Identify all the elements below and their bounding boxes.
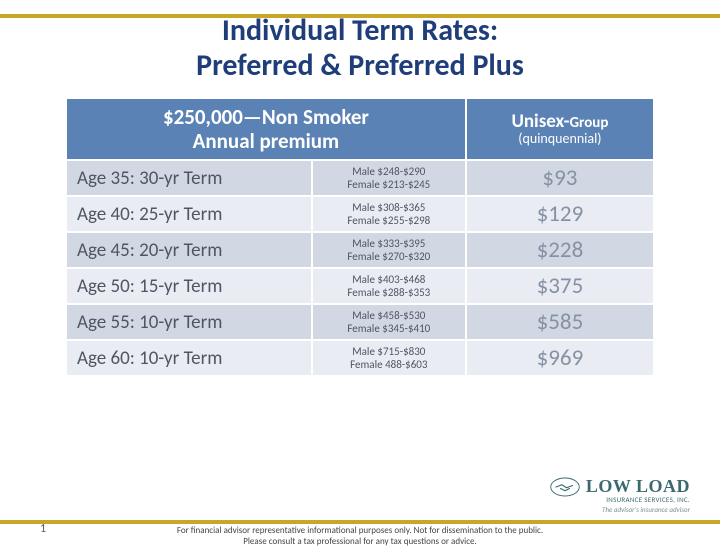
age-term-cell: Age 50: 15-yr Term <box>66 268 312 304</box>
male-rate: Male $715-$830 <box>323 345 455 359</box>
age-term-cell: Age 40: 25-yr Term <box>66 196 312 232</box>
male-rate: Male $248-$290 <box>323 165 455 179</box>
female-rate: Female $270-$320 <box>323 250 455 264</box>
handshake-icon <box>550 477 580 497</box>
table-row: Age 55: 10-yr TermMale $458-$530Female $… <box>66 304 654 340</box>
male-female-cell: Male $333-$395Female $270-$320 <box>312 232 466 268</box>
header-left-line2: Annual premium <box>71 129 461 153</box>
logo-text-tag: The advisor's insurance advisor <box>550 505 690 514</box>
title-line-1: Individual Term Rates: <box>0 14 720 49</box>
age-term-cell: Age 45: 20-yr Term <box>66 232 312 268</box>
male-rate: Male $458-$530 <box>323 309 455 323</box>
age-term-cell: Age 60: 10-yr Term <box>66 340 312 376</box>
title-line-2: Preferred & Preferred Plus <box>0 49 720 84</box>
group-rate-cell: $228 <box>466 232 654 268</box>
male-rate: Male $333-$395 <box>323 237 455 251</box>
header-left-line1: $250,000—Non Smoker <box>71 105 461 129</box>
disclaimer-line2: Please consult a tax professional for an… <box>0 537 720 548</box>
company-logo: LOW LOAD INSURANCE SERVICES, INC. The ad… <box>550 476 690 514</box>
female-rate: Female $345-$410 <box>323 322 455 336</box>
group-rate-cell: $585 <box>466 304 654 340</box>
male-rate: Male $403-$468 <box>323 273 455 287</box>
table-row: Age 60: 10-yr TermMale $715-$830Female 4… <box>66 340 654 376</box>
age-term-cell: Age 55: 10-yr Term <box>66 304 312 340</box>
male-female-cell: Male $403-$468Female $288-$353 <box>312 268 466 304</box>
header-right-sub2: (quinquennial) <box>471 132 649 147</box>
female-rate: Female $255-$298 <box>323 214 455 228</box>
table-row: Age 35: 30-yr TermMale $248-$290Female $… <box>66 160 654 196</box>
group-rate-cell: $93 <box>466 160 654 196</box>
group-rate-cell: $969 <box>466 340 654 376</box>
male-female-cell: Male $248-$290Female $213-$245 <box>312 160 466 196</box>
male-female-cell: Male $715-$830Female 488-$603 <box>312 340 466 376</box>
header-left: $250,000—Non Smoker Annual premium <box>66 98 466 160</box>
gold-top-bar <box>0 14 720 18</box>
slide-title: Individual Term Rates: Preferred & Prefe… <box>0 14 720 83</box>
male-female-cell: Male $308-$365Female $255-$298 <box>312 196 466 232</box>
group-rate-cell: $129 <box>466 196 654 232</box>
age-term-cell: Age 35: 30-yr Term <box>66 160 312 196</box>
female-rate: Female 488-$603 <box>323 358 455 372</box>
table-row: Age 45: 20-yr TermMale $333-$395Female $… <box>66 232 654 268</box>
female-rate: Female $213-$245 <box>323 178 455 192</box>
female-rate: Female $288-$353 <box>323 286 455 300</box>
table-row: Age 40: 25-yr TermMale $308-$365Female $… <box>66 196 654 232</box>
male-rate: Male $308-$365 <box>323 201 455 215</box>
logo-text-main: LOW LOAD <box>586 476 690 497</box>
rates-table: $250,000—Non Smoker Annual premium Unise… <box>65 97 655 377</box>
table-row: Age 50: 15-yr TermMale $403-$468Female $… <box>66 268 654 304</box>
disclaimer: For financial advisor representative inf… <box>0 526 720 548</box>
header-right: Unisex-Group (quinquennial) <box>466 98 654 160</box>
male-female-cell: Male $458-$530Female $345-$410 <box>312 304 466 340</box>
rates-table-wrap: $250,000—Non Smoker Annual premium Unise… <box>65 97 655 377</box>
gold-bottom-bar <box>0 520 720 524</box>
group-rate-cell: $375 <box>466 268 654 304</box>
